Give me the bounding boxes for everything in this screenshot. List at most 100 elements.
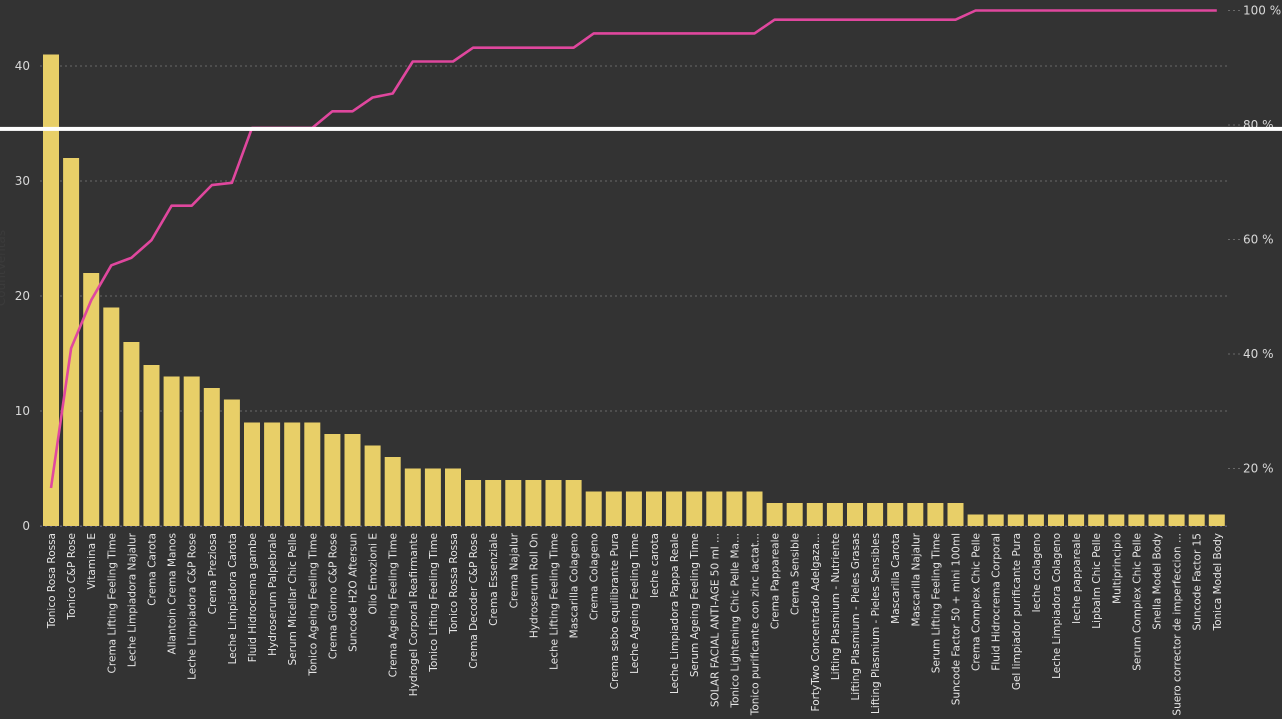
bar[interactable] bbox=[324, 434, 341, 526]
bar[interactable] bbox=[123, 342, 140, 526]
x-tick-label: Lifting Plasmium - Pieles Grasas bbox=[850, 533, 862, 701]
bar[interactable] bbox=[605, 491, 622, 527]
bar[interactable] bbox=[1027, 514, 1044, 527]
bar[interactable] bbox=[786, 503, 803, 526]
bar[interactable] bbox=[1188, 514, 1205, 527]
bar[interactable] bbox=[847, 503, 863, 526]
x-tick-label: Suncode Factor 50 + mini 100ml bbox=[951, 533, 963, 705]
bar[interactable] bbox=[163, 376, 180, 527]
bar[interactable] bbox=[83, 273, 100, 526]
bar[interactable] bbox=[43, 54, 59, 527]
x-tick-label: Leche Limpiadora Pappa Reale bbox=[669, 533, 681, 694]
bar[interactable] bbox=[646, 491, 662, 527]
y-tick-label: 10 bbox=[15, 404, 30, 418]
bar[interactable] bbox=[364, 445, 381, 527]
bar[interactable] bbox=[344, 434, 361, 526]
x-tick-label: FortyTwo Concentrado Adelgaza... bbox=[810, 533, 822, 711]
bar[interactable] bbox=[867, 503, 884, 526]
bar[interactable] bbox=[927, 503, 944, 526]
y-axis-right: 20 %40 %60 %80 %100 % bbox=[1243, 4, 1281, 476]
bar[interactable] bbox=[244, 422, 260, 527]
bar[interactable] bbox=[826, 503, 843, 526]
bar[interactable] bbox=[686, 491, 703, 527]
bar[interactable] bbox=[1068, 514, 1085, 527]
x-tick-label: Suncode Factor 15 bbox=[1192, 533, 1204, 630]
bar[interactable] bbox=[585, 491, 602, 527]
x-tick-label: Tonico Lightening Chic Pelle Ma... bbox=[729, 533, 741, 709]
cumulative-percent-line bbox=[49, 9, 1217, 489]
x-tick-label: Lifting Plasmium - Pieles Sensibles bbox=[870, 533, 882, 714]
x-tick-label: Crema Carota bbox=[147, 533, 159, 606]
bar[interactable] bbox=[666, 491, 683, 527]
bar[interactable] bbox=[987, 514, 1004, 527]
bar[interactable] bbox=[1128, 514, 1145, 527]
bar[interactable] bbox=[1208, 514, 1225, 527]
bar[interactable] bbox=[967, 514, 984, 527]
x-tick-label: Fluid Hidrocrema gambe bbox=[247, 533, 259, 662]
x-tick-label: Hydroserum Palpebrale bbox=[267, 533, 279, 656]
bar[interactable] bbox=[625, 491, 642, 527]
threshold-line bbox=[0, 126, 1282, 131]
bar[interactable] bbox=[505, 480, 522, 526]
bar-series bbox=[43, 54, 1225, 527]
bar[interactable] bbox=[887, 503, 904, 526]
bar[interactable] bbox=[103, 307, 120, 527]
bar[interactable] bbox=[203, 388, 220, 526]
x-tick-label: Crema Complex Chic Pelle bbox=[971, 533, 983, 671]
bar[interactable] bbox=[143, 365, 160, 526]
x-tick-label: Leche Limpiadora Colageno bbox=[1051, 533, 1063, 679]
bar[interactable] bbox=[766, 503, 783, 526]
x-tick-label: Tonico Ageing Feeling Time bbox=[307, 533, 319, 677]
x-tick-label: Crema Pappareale bbox=[770, 533, 782, 629]
x-tick-label: Leche Limpiadora Carota bbox=[227, 533, 239, 664]
x-tick-label: Mascarilla Carota bbox=[890, 533, 902, 624]
bar[interactable] bbox=[424, 468, 441, 527]
x-tick-label: Crema Lifting Feeling Time bbox=[106, 533, 118, 673]
bar[interactable] bbox=[806, 503, 823, 526]
bar[interactable] bbox=[465, 480, 482, 526]
bar[interactable] bbox=[1007, 514, 1024, 527]
x-tick-label: Crema Essenziale bbox=[488, 533, 500, 626]
x-tick-label: Tonico Lifting Feeling Time bbox=[428, 533, 440, 673]
bar[interactable] bbox=[545, 480, 562, 526]
x-tick-label: Tonico Rossa Rossa bbox=[448, 533, 460, 635]
bar[interactable] bbox=[706, 491, 723, 527]
bar[interactable] bbox=[525, 480, 542, 526]
bar[interactable] bbox=[565, 480, 582, 526]
x-tick-label: Mascarilla Colageno bbox=[569, 533, 581, 638]
bar[interactable] bbox=[404, 468, 421, 527]
x-tick-label: Lifting Plasmium - Nutriente bbox=[830, 533, 842, 680]
bar[interactable] bbox=[304, 422, 321, 527]
x-tick-label: leche carota bbox=[649, 533, 661, 598]
x-tick-label: Serum Ageing Feeling Time bbox=[689, 533, 701, 677]
bar[interactable] bbox=[1168, 514, 1185, 527]
bar[interactable] bbox=[947, 503, 964, 526]
x-tick-label: leche colageno bbox=[1031, 533, 1043, 612]
bar[interactable] bbox=[1048, 514, 1064, 527]
y-axis-title: CountVentas bbox=[0, 230, 8, 306]
bar[interactable] bbox=[485, 480, 502, 526]
bar[interactable] bbox=[445, 468, 461, 527]
bar[interactable] bbox=[223, 399, 240, 527]
bar[interactable] bbox=[264, 422, 281, 527]
y2-tick-label: 40 % bbox=[1243, 347, 1274, 361]
y-axis-left: 0 10 20 30 40 bbox=[15, 59, 30, 533]
bar[interactable] bbox=[746, 491, 763, 527]
bar[interactable] bbox=[63, 158, 80, 526]
x-tick-label: Gel limpiador purificante Pura bbox=[1011, 533, 1023, 690]
bar[interactable] bbox=[384, 457, 401, 526]
bar[interactable] bbox=[183, 376, 200, 527]
x-tick-label: Tonico C&P Rose bbox=[66, 533, 78, 621]
bar[interactable] bbox=[1148, 514, 1165, 527]
x-tick-label: Crema Colageno bbox=[589, 533, 601, 620]
bar[interactable] bbox=[907, 503, 924, 526]
y2-tick-label: 20 % bbox=[1243, 462, 1274, 476]
bar[interactable] bbox=[284, 422, 301, 527]
bar[interactable] bbox=[1088, 514, 1105, 527]
x-tick-label: Hydroserum Roll On bbox=[528, 533, 540, 638]
x-tick-label: Leche Ageing Feeling Time bbox=[629, 533, 641, 674]
bar[interactable] bbox=[726, 491, 743, 527]
bar[interactable] bbox=[1108, 514, 1125, 527]
x-tick-label: Tonico purificante con zinc lactat... bbox=[750, 533, 762, 716]
